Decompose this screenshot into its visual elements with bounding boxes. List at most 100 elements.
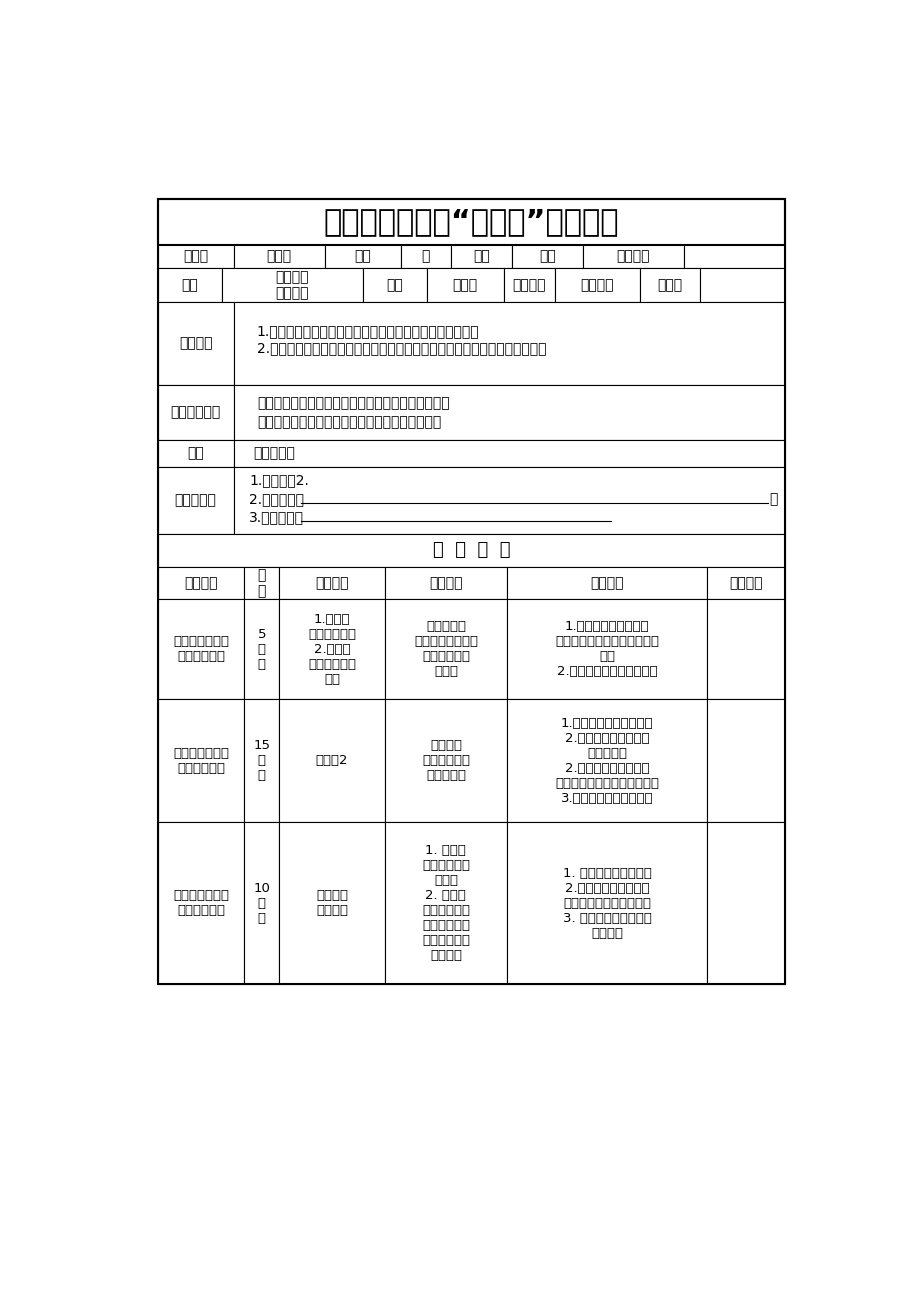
Text: 张琼芳: 张琼芳 bbox=[267, 250, 291, 263]
Bar bbox=[157, 440, 233, 466]
Text: 1.预习例题2.: 1.预习例题2. bbox=[249, 474, 309, 487]
Bar bbox=[157, 302, 233, 385]
Bar bbox=[384, 823, 506, 984]
Text: 。: 。 bbox=[768, 492, 777, 506]
Text: 3.我想挑战：: 3.我想挑战： bbox=[249, 510, 304, 525]
Text: 10
分
钟: 10 分 钟 bbox=[253, 881, 270, 924]
Text: 教学内容: 教学内容 bbox=[315, 575, 348, 590]
Bar bbox=[157, 268, 221, 302]
Text: 1.组长收集本组同学预
习效果，师友交流分析出错原
因。
2.组长汇报作业完成情况。: 1.组长收集本组同学预 习效果，师友交流分析出错原 因。 2.组长汇报作业完成情… bbox=[554, 620, 658, 678]
Text: 第七单元
量的转化: 第七单元 量的转化 bbox=[275, 270, 309, 299]
Bar bbox=[157, 245, 233, 268]
Text: 学生设置
有关问题: 学生设置 有关问题 bbox=[315, 889, 347, 917]
Bar bbox=[278, 823, 384, 984]
Text: 科目: 科目 bbox=[472, 250, 490, 263]
Bar bbox=[384, 699, 506, 823]
Bar bbox=[244, 699, 278, 823]
Bar bbox=[157, 199, 785, 984]
Bar bbox=[157, 566, 244, 599]
Bar bbox=[384, 599, 506, 699]
Text: 新授课: 新授课 bbox=[452, 277, 477, 292]
Bar bbox=[278, 566, 384, 599]
Bar bbox=[233, 440, 785, 466]
Text: 时
间: 时 间 bbox=[257, 568, 266, 598]
Text: 重点：将稍复杂的计算问题转化为简单的分数问题。: 重点：将稍复杂的计算问题转化为简单的分数问题。 bbox=[256, 396, 449, 410]
Bar bbox=[506, 823, 706, 984]
Text: 师生共同
展示这节课的
学习内容。: 师生共同 展示这节课的 学习内容。 bbox=[422, 740, 470, 783]
Bar bbox=[244, 566, 278, 599]
Text: 数学: 数学 bbox=[539, 250, 555, 263]
Bar bbox=[400, 245, 450, 268]
Bar bbox=[244, 823, 278, 984]
Bar bbox=[233, 466, 785, 534]
Bar bbox=[233, 302, 785, 385]
Text: 15
分
钟: 15 分 钟 bbox=[253, 740, 270, 783]
Bar bbox=[554, 268, 640, 302]
Text: 主备人: 主备人 bbox=[183, 250, 208, 263]
Bar bbox=[426, 268, 503, 302]
Bar bbox=[157, 199, 785, 245]
Bar bbox=[324, 245, 400, 268]
Bar bbox=[706, 599, 785, 699]
Bar bbox=[583, 245, 684, 268]
Text: 教师活动: 教师活动 bbox=[428, 575, 462, 590]
Text: 1.学会运用转化的策略，用简单方法解决有关计算的问题。: 1.学会运用转化的策略，用简单方法解决有关计算的问题。 bbox=[256, 324, 479, 339]
Text: 学习例2: 学习例2 bbox=[315, 754, 347, 767]
Bar bbox=[706, 699, 785, 823]
Bar bbox=[233, 245, 324, 268]
Bar bbox=[450, 245, 512, 268]
Text: 教学重、难点: 教学重、难点 bbox=[170, 406, 221, 419]
Bar bbox=[506, 599, 706, 699]
Bar bbox=[157, 699, 244, 823]
Bar bbox=[157, 466, 233, 534]
Bar bbox=[221, 268, 362, 302]
Text: 1.讨论交
流前置性业。
2.组长汇
报作业完成情
况。: 1.讨论交 流前置性业。 2.组长汇 报作业完成情 况。 bbox=[308, 612, 356, 686]
Bar bbox=[362, 268, 426, 302]
Text: 授课时间: 授课时间 bbox=[616, 250, 650, 263]
Text: 第二关：展现自
我，精彩无限: 第二关：展现自 我，精彩无限 bbox=[173, 746, 229, 775]
Text: 5
分
钟: 5 分 钟 bbox=[257, 628, 266, 671]
Text: 2.在学习的过程中加深对转化策略的认识，增强策略意识，培养思维的灵活。: 2.在学习的过程中加深对转化策略的认识，增强策略意识，培养思维的灵活。 bbox=[256, 341, 546, 355]
Text: 巡视，了解
学情，参与讨论，
对学困生进行
指导。: 巡视，了解 学情，参与讨论， 对学困生进行 指导。 bbox=[414, 620, 477, 678]
Text: 教  学  过  程: 教 学 过 程 bbox=[432, 542, 510, 560]
Text: 五: 五 bbox=[421, 250, 430, 263]
Text: 第三关：学而善
疑，攻防打擂: 第三关：学而善 疑，攻防打擂 bbox=[173, 889, 229, 917]
Text: 织金县第一小学“体验式”教学设计: 织金县第一小学“体验式”教学设计 bbox=[323, 207, 618, 236]
Text: 前置性作业: 前置性作业 bbox=[175, 493, 216, 508]
Text: 1.出示例题，小组讨论。
2.指名展示小组为全班
同学讲解。
2.各小组认真听展示小
组的讲解，并思考提出问题。
3.小组讨论，问题质疑。: 1.出示例题，小组讨论。 2.指名展示小组为全班 同学讲解。 2.各小组认真听展… bbox=[554, 716, 658, 805]
Bar bbox=[706, 823, 785, 984]
Text: 第２课时: 第２课时 bbox=[580, 277, 614, 292]
Text: 1. 发现问
题及时纠正易
错点。
2. 易错点
疑难点让学生
到黑板板演并
组织全班同学
共同交流: 1. 发现问 题及时纠正易 错点。 2. 易错点 疑难点让学生 到黑板板演并 组… bbox=[422, 844, 470, 962]
Bar bbox=[640, 268, 699, 302]
Bar bbox=[244, 599, 278, 699]
Text: 学生活动: 学生活动 bbox=[590, 575, 623, 590]
Text: 多媒体课件: 多媒体课件 bbox=[253, 447, 294, 461]
Bar bbox=[278, 699, 384, 823]
Bar bbox=[384, 566, 506, 599]
Text: 课型: 课型 bbox=[386, 277, 403, 292]
Text: 第一关：收获碰
撞，合作成长: 第一关：收获碰 撞，合作成长 bbox=[173, 635, 229, 663]
Text: 二次批注: 二次批注 bbox=[729, 575, 762, 590]
Bar bbox=[233, 385, 785, 440]
Bar bbox=[157, 599, 244, 699]
Text: 课题: 课题 bbox=[181, 277, 198, 292]
Text: 年级: 年级 bbox=[354, 250, 370, 263]
Text: 1. 各组进行攻防守擂。
2.请优秀师友上黑板板
演，并为全班同学讲解。
3. 师友互相批改并互相
讲明白。: 1. 各组进行攻防守擂。 2.请优秀师友上黑板板 演，并为全班同学讲解。 3. … bbox=[562, 867, 651, 940]
Text: 难点：根据具体的计算问题确定合理的解题方法。: 难点：根据具体的计算问题确定合理的解题方法。 bbox=[256, 415, 440, 428]
Text: 2.我学会了：: 2.我学会了： bbox=[249, 492, 304, 506]
Text: 教学目标: 教学目标 bbox=[178, 336, 212, 350]
Bar bbox=[278, 599, 384, 699]
Bar bbox=[512, 245, 583, 268]
Bar bbox=[506, 699, 706, 823]
Text: 教具: 教具 bbox=[187, 447, 204, 461]
Text: 教学步骤: 教学步骤 bbox=[184, 575, 218, 590]
Bar bbox=[157, 823, 244, 984]
Bar bbox=[684, 245, 785, 268]
Text: 课时安排: 课时安排 bbox=[512, 277, 545, 292]
Bar bbox=[506, 566, 706, 599]
Bar bbox=[157, 534, 785, 566]
Bar bbox=[157, 385, 233, 440]
Bar bbox=[503, 268, 554, 302]
Bar bbox=[699, 268, 785, 302]
Text: 执教人: 执教人 bbox=[657, 277, 682, 292]
